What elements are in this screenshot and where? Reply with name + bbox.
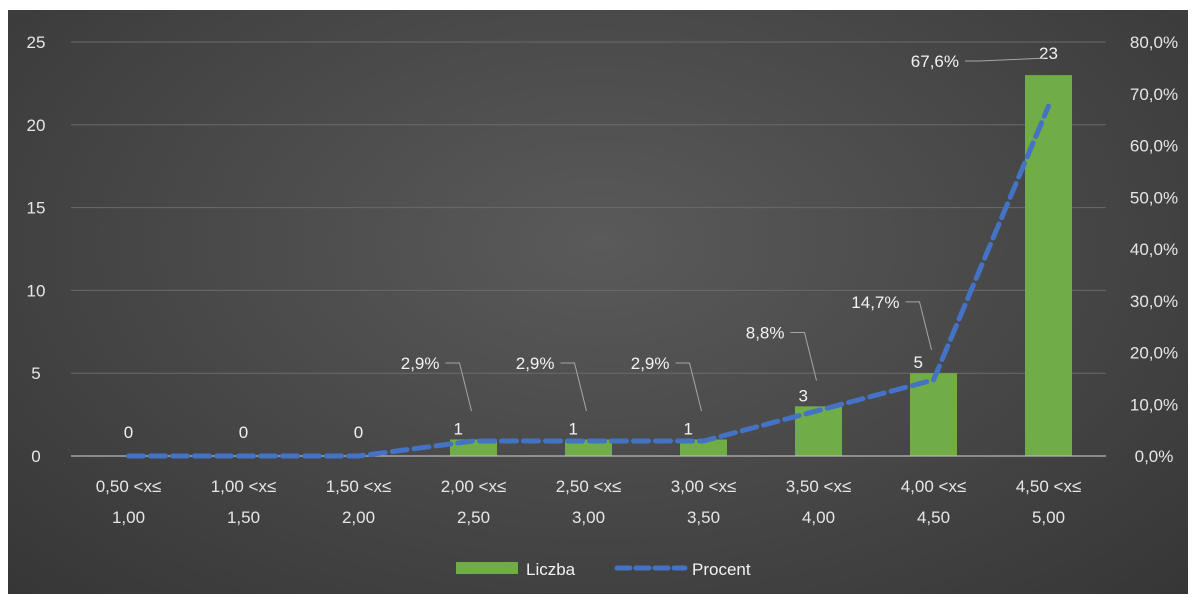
bar-data-label: 1 (569, 419, 578, 438)
y-left-tick-label: 20 (27, 116, 46, 135)
combo-chart: 05101520250,0%10,0%20,0%30,0%40,0%50,0%6… (8, 10, 1188, 594)
label-leader-line (676, 363, 702, 411)
y-right-tick-label: 10,0% (1130, 395, 1178, 414)
label-leader-line (446, 363, 472, 411)
x-tick-label: 3,00 <x≤ (671, 477, 737, 496)
legend-label-liczba: Liczba (526, 560, 576, 579)
y-left-tick-label: 0 (31, 447, 40, 466)
y-left-tick-label: 10 (27, 281, 46, 300)
legend-swatch-liczba (456, 562, 518, 574)
legend-label-procent: Procent (692, 560, 751, 579)
x-tick-label: 2,00 <x≤ (441, 477, 507, 496)
y-right-tick-label: 30,0% (1130, 292, 1178, 311)
y-left-tick-label: 25 (27, 33, 46, 52)
bar-data-label: 0 (239, 423, 248, 442)
x-tick-label: 4,00 <x≤ (901, 477, 967, 496)
line-data-label: 2,9% (401, 354, 440, 373)
x-tick-label: 3,50 <x≤ (786, 477, 852, 496)
y-right-tick-label: 20,0% (1130, 344, 1178, 363)
bar-data-label: 5 (914, 353, 923, 372)
label-leader-line (561, 363, 587, 411)
line-data-label: 8,8% (746, 323, 785, 342)
y-right-tick-label: 0,0% (1135, 447, 1174, 466)
y-right-tick-label: 70,0% (1130, 85, 1178, 104)
y-right-tick-label: 60,0% (1130, 137, 1178, 156)
y-right-tick-label: 50,0% (1130, 188, 1178, 207)
x-tick-label: 4,00 (802, 508, 835, 527)
y-left-tick-label: 5 (31, 364, 40, 383)
chart: 0 5 10 15 20 25 0,0% 10,0% 20,0% 30,0% 40,0% 50,0% 6… (8, 10, 1188, 594)
x-tick-label: 4,50 (917, 508, 950, 527)
bar-data-label: 3 (799, 386, 808, 405)
x-tick-label: 3,00 (572, 508, 605, 527)
bar-liczba (1025, 75, 1072, 456)
line-data-label: 67,6% (911, 52, 959, 71)
bar-data-label: 23 (1039, 44, 1058, 63)
label-leader-line (965, 58, 1045, 61)
x-tick-label: 2,00 (342, 508, 375, 527)
x-tick-label: 1,00 (112, 508, 145, 527)
x-tick-label: 5,00 (1032, 508, 1065, 527)
bar-data-label: 0 (124, 423, 133, 442)
x-tick-label: 0,50 <x≤ (96, 477, 162, 496)
bar-data-label: 1 (454, 419, 463, 438)
x-tick-label: 2,50 (457, 508, 490, 527)
x-tick-label: 1,50 <x≤ (326, 477, 392, 496)
bar-liczba (795, 406, 842, 456)
line-data-label: 2,9% (516, 354, 555, 373)
x-tick-label: 3,50 (687, 508, 720, 527)
line-data-label: 14,7% (851, 293, 899, 312)
line-data-label: 2,9% (631, 354, 670, 373)
y-right-tick-label: 80,0% (1130, 33, 1178, 52)
bar-data-label: 1 (684, 419, 693, 438)
x-tick-label: 2,50 <x≤ (556, 477, 622, 496)
bar-data-label: 0 (354, 423, 363, 442)
x-tick-label: 1,00 <x≤ (211, 477, 277, 496)
y-left-tick-label: 15 (27, 199, 46, 218)
x-tick-label: 1,50 (227, 508, 260, 527)
x-tick-label: 4,50 <x≤ (1016, 477, 1082, 496)
y-right-tick-label: 40,0% (1130, 240, 1178, 259)
label-leader-line (906, 302, 932, 350)
